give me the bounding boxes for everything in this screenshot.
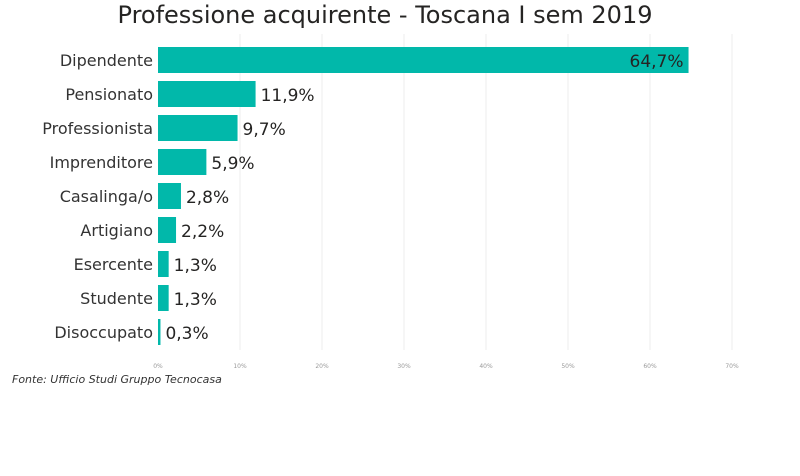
bar: [158, 149, 207, 175]
x-tick-label: 50%: [561, 363, 575, 370]
bar: [158, 115, 238, 141]
x-tick-label: 10%: [233, 363, 247, 370]
labels: 0% 10% 20% 30% 40% 50% 60% 70% Dipendente 64,7% Pe…: [42, 51, 739, 370]
x-tick-label: 60%: [643, 363, 657, 370]
x-tick-label: 20%: [315, 363, 329, 370]
x-tick-label: 70%: [725, 363, 739, 370]
gridlines: [239, 34, 733, 350]
category-label: Artigiano: [80, 221, 153, 240]
category-label: Imprenditore: [50, 153, 153, 172]
x-tick-label: 30%: [397, 363, 411, 370]
category-label: Professionista: [42, 119, 153, 138]
category-label: Dipendente: [60, 51, 153, 70]
data-label: 9,7%: [243, 120, 286, 140]
bar: [158, 81, 256, 107]
data-label: 0,3%: [165, 324, 208, 344]
data-label: 64,7%: [630, 52, 684, 72]
bar: [158, 183, 181, 209]
data-label: 1,3%: [174, 290, 217, 310]
source-note: Fonte: Ufficio Studi Gruppo Tecnocasa: [12, 373, 222, 386]
category-label: Disoccupato: [54, 323, 153, 342]
bar: [158, 285, 169, 311]
data-label: 1,3%: [174, 256, 217, 276]
bar: [158, 217, 177, 243]
x-tick-label: 0%: [153, 363, 163, 370]
data-label: 5,9%: [211, 154, 254, 174]
chart-title: Professione acquirente - Toscana I sem 2…: [117, 1, 653, 29]
x-tick-label: 40%: [479, 363, 493, 370]
bar: [158, 319, 161, 345]
bar: [158, 47, 689, 73]
data-label: 2,2%: [181, 222, 224, 242]
category-label: Studente: [80, 289, 153, 308]
bars: [158, 47, 689, 345]
category-label: Pensionato: [65, 85, 153, 104]
category-label: Casalinga/o: [60, 187, 153, 206]
category-label: Esercente: [74, 255, 153, 274]
data-label: 2,8%: [186, 188, 229, 208]
bar: [158, 251, 169, 277]
data-label: 11,9%: [261, 86, 315, 106]
